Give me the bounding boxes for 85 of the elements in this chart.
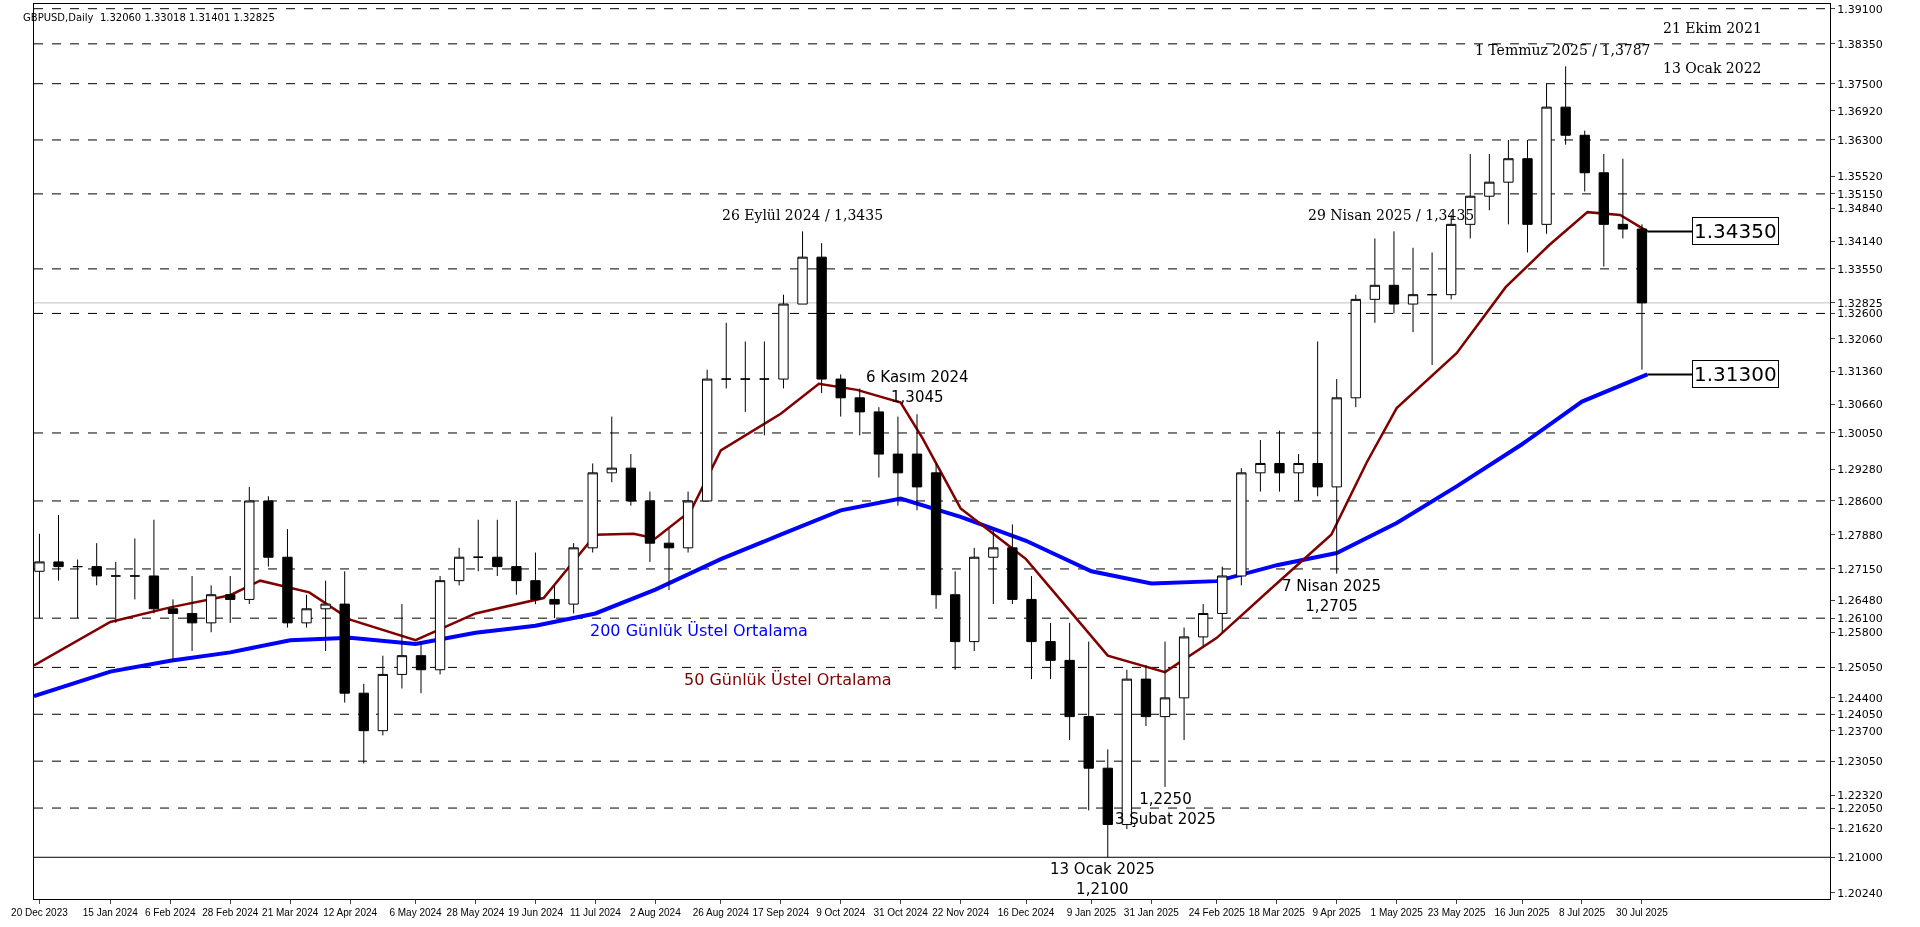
x-tick-label: 12 Apr 2024 xyxy=(323,907,378,918)
y-tick-label: 1.39100 xyxy=(1837,2,1883,16)
candlestick xyxy=(473,519,484,572)
x-tick-label: 23 May 2025 xyxy=(1427,907,1486,918)
annotation: 26 Eylül 2024 / 1,3435 xyxy=(722,207,884,223)
y-tick-label: 1.21000 xyxy=(1837,851,1883,865)
x-tick-label: 15 Jan 2024 xyxy=(82,907,139,918)
candlestick xyxy=(530,552,541,605)
y-tick-label: 1.36920 xyxy=(1837,104,1883,118)
candlestick xyxy=(854,387,865,436)
x-tick-label: 21 Mar 2024 xyxy=(262,907,319,918)
x-tick-label: 26 Aug 2024 xyxy=(692,907,750,918)
y-tick-label: 1.22320 xyxy=(1837,789,1883,803)
y-tick-label: 1.38350 xyxy=(1837,37,1883,51)
text: 50 Günlük Üstel Ortalama xyxy=(684,670,892,689)
y-tick-label: 1.24400 xyxy=(1837,691,1883,705)
candlestick xyxy=(167,598,179,661)
annotation: 13 Ocak 2025 1,2100 xyxy=(1050,860,1155,898)
y-tick-label: 1.34840 xyxy=(1837,202,1883,216)
candlestick xyxy=(1426,251,1438,366)
annotation: 6 Kasım 2024 1,3045 xyxy=(866,368,969,406)
y-tick-label: 1.28600 xyxy=(1837,494,1883,508)
y-tick-label: 1.30050 xyxy=(1837,426,1883,440)
x-tick-label: 22 Nov 2024 xyxy=(932,907,990,918)
x-tick-label: 20 Dec 2023 xyxy=(11,907,69,918)
y-tick-label: 1.25800 xyxy=(1837,626,1883,640)
x-tick-label: 28 May 2024 xyxy=(446,907,505,918)
y-tick-label: 1.25050 xyxy=(1837,661,1883,675)
x-tick-label: 18 Mar 2025 xyxy=(1248,907,1306,918)
line-series xyxy=(34,372,1650,698)
y-tick-label: 1.27150 xyxy=(1837,562,1883,576)
x-tick-label: 11 Jul 2024 xyxy=(569,907,622,918)
candlestick xyxy=(644,491,656,563)
x-tick-label: 30 Jul 2025 xyxy=(1616,907,1669,918)
y-tick-label: 1.35520 xyxy=(1837,170,1883,184)
y-tick-label: 1.33550 xyxy=(1837,262,1883,276)
x-tick-label: 19 Jun 2024 xyxy=(507,907,564,918)
y-tick-label: 1.32060 xyxy=(1837,332,1883,346)
series-label: 200 Günlük Üstel Ortalama xyxy=(590,621,808,640)
y-tick-label: 1.32600 xyxy=(1837,307,1883,321)
candlestick xyxy=(549,584,560,619)
annotation: 1.31300 xyxy=(1694,362,1777,386)
y-tick-label: 1.23700 xyxy=(1837,724,1883,738)
annotation: 7 Nisan 2025 1,2705 xyxy=(1282,577,1382,615)
x-tick-label: 28 Feb 2024 xyxy=(202,907,259,918)
y-tick-label: 1.29280 xyxy=(1837,462,1883,476)
y-tick-label: 1.31360 xyxy=(1837,365,1883,379)
x-tick-label: 31 Oct 2024 xyxy=(873,907,929,918)
annotation: 21 Ekim 2021 xyxy=(1663,20,1762,36)
x-tick-label: 24 Feb 2025 xyxy=(1188,907,1246,918)
candlestick xyxy=(1255,439,1266,493)
y-tick-label: 1.27880 xyxy=(1837,528,1883,542)
y-tick-label: 1.32825 xyxy=(1837,296,1883,310)
x-tick-label: 16 Dec 2024 xyxy=(997,907,1055,918)
y-tick-label: 1.24050 xyxy=(1837,708,1883,722)
x-tick-label: 1 May 2025 xyxy=(1370,907,1424,918)
annotation: 1.34350 xyxy=(1694,219,1777,243)
x-tick-label: 16 Jun 2025 xyxy=(1494,907,1550,918)
annotation: 13 Ocak 2022 xyxy=(1663,60,1762,76)
x-tick-label: 6 Feb 2024 xyxy=(144,907,196,918)
x-tick-label: 9 Oct 2024 xyxy=(816,907,866,918)
y-tick-label: 1.21620 xyxy=(1837,822,1883,836)
x-tick-label: 9 Jan 2025 xyxy=(1066,907,1117,918)
candlestick xyxy=(740,341,751,413)
candlestick xyxy=(148,519,160,614)
y-tick-label: 1.30660 xyxy=(1837,398,1883,412)
y-tick-label: 1.35150 xyxy=(1837,187,1883,201)
candlestick xyxy=(721,322,732,389)
y-tick-label: 1.26100 xyxy=(1837,612,1883,626)
y-tick-label: 1.34140 xyxy=(1837,235,1883,249)
y-tick-label: 1.36300 xyxy=(1837,133,1883,147)
x-tick-label: 17 Sep 2024 xyxy=(752,907,810,918)
y-tick-label: 1.26480 xyxy=(1837,594,1883,608)
x-tick-label: 8 Jul 2025 xyxy=(1558,907,1606,918)
x-tick-label: 31 Jan 2025 xyxy=(1123,907,1180,918)
y-tick-label: 1.23050 xyxy=(1837,755,1883,769)
y-tick-label: 1.37500 xyxy=(1837,77,1883,91)
x-tick-label: 6 May 2024 xyxy=(389,907,443,918)
x-tick-label: 2 Aug 2024 xyxy=(630,907,682,918)
annotation: 1 Temmuz 2025 / 1,3787 xyxy=(1475,42,1651,58)
candlestick xyxy=(835,373,846,418)
x-tick-label: 9 Apr 2025 xyxy=(1312,907,1362,918)
candlestick xyxy=(969,547,980,652)
y-tick-label: 1.20240 xyxy=(1837,886,1883,900)
y-tick-label: 1.22050 xyxy=(1837,801,1883,815)
